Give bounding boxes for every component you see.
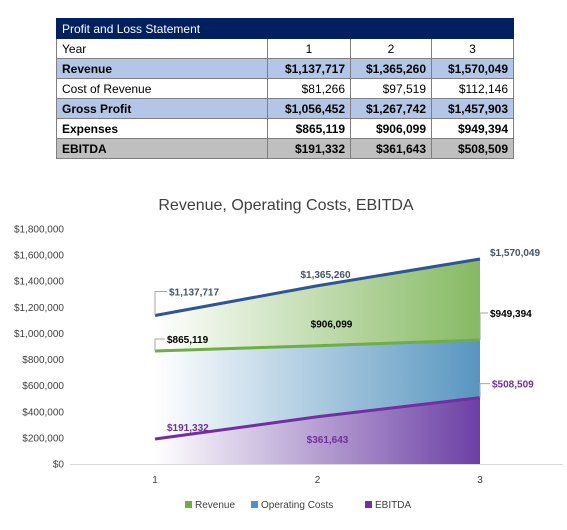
cell: $1,365,260	[350, 58, 432, 79]
area-fill-2	[155, 397, 480, 464]
cell: $1,457,903	[431, 98, 514, 119]
chart-title: Revenue, Operating Costs, EBITDA	[158, 197, 414, 214]
series-line-2	[154, 396, 481, 441]
cell: $1,267,742	[350, 98, 432, 119]
legend-label: Operating Costs	[261, 500, 333, 511]
cell: $81,266	[267, 78, 351, 99]
year-3: 3	[431, 38, 514, 59]
data-label: $1,137,717	[169, 287, 219, 298]
table-header-row: Year 1 2 3	[56, 38, 514, 59]
row-label: Revenue	[56, 58, 268, 79]
y-tick-label: $800,000	[22, 355, 64, 366]
label-leader	[154, 290, 167, 316]
x-axis: 1 2 3	[70, 464, 563, 486]
cell: $361,643	[350, 138, 432, 159]
data-label: $949,394	[490, 309, 532, 320]
table-title: Profit and Loss Statement	[56, 18, 514, 39]
x-tick-label: 1	[152, 475, 158, 486]
cell: $508,509	[431, 138, 514, 159]
cell: $1,137,717	[267, 58, 351, 79]
table-row-revenue: Revenue $1,137,717 $1,365,260 $1,570,049	[56, 58, 514, 79]
y-tick-label: $200,000	[22, 433, 64, 444]
table-row-ebitda: EBITDA $191,332 $361,643 $508,509	[56, 138, 514, 159]
legend-swatch	[251, 501, 258, 508]
legend-label: EBITDA	[375, 500, 411, 511]
y-axis: $0 $200,000 $400,000 $600,000 $800,000 $1,000…	[14, 225, 64, 471]
x-tick-label: 3	[477, 475, 483, 486]
data-label: $865,119	[167, 335, 209, 346]
table-row-expenses: Expenses $865,119 $906,099 $949,394	[56, 118, 514, 139]
y-tick-label: $1,800,000	[14, 225, 64, 236]
year-1: 1	[267, 38, 351, 59]
cell: $906,099	[350, 118, 432, 139]
cell: $112,146	[431, 78, 514, 99]
data-label: $361,643	[307, 435, 349, 446]
legend-swatch	[185, 501, 192, 508]
cell: $949,394	[431, 118, 514, 139]
legend-label: Revenue	[195, 500, 235, 511]
label-leader	[154, 338, 165, 352]
series-line-1	[154, 338, 481, 353]
cell: $1,056,452	[267, 98, 351, 119]
data-label: $1,570,049	[490, 248, 540, 259]
cell: $1,570,049	[431, 58, 514, 79]
series-line-0	[154, 257, 481, 317]
cell: $191,332	[267, 138, 351, 159]
y-tick-label: $0	[53, 460, 65, 471]
legend: Revenue Operating Costs EBITDA	[185, 500, 411, 511]
y-tick-label: $1,400,000	[14, 277, 64, 288]
row-label: Cost of Revenue	[56, 78, 268, 99]
pl-table: Profit and Loss Statement Year 1 2 3 Rev…	[56, 18, 514, 159]
row-label: EBITDA	[56, 138, 268, 159]
data-label: $191,332	[167, 423, 209, 434]
row-label: Expenses	[56, 118, 268, 139]
table-row-cost-of-revenue: Cost of Revenue $81,266 $97,519 $112,146	[56, 78, 514, 99]
cell: $97,519	[350, 78, 432, 99]
row-label: Gross Profit	[56, 98, 268, 119]
data-labels: $1,137,717 $1,365,260 $1,570,049 $865,119 $9…	[154, 248, 540, 446]
y-tick-label: $1,200,000	[14, 303, 64, 314]
y-tick-label: $600,000	[22, 381, 64, 392]
x-tick-label: 2	[315, 475, 321, 486]
area-chart: Revenue, Operating Costs, EBITDA $0 $200,…	[14, 197, 563, 511]
table-row-gross-profit: Gross Profit $1,056,452 $1,267,742 $1,45…	[56, 98, 514, 119]
y-tick-label: $1,600,000	[14, 251, 64, 262]
data-label: $906,099	[311, 320, 353, 331]
label-leader	[479, 312, 488, 341]
y-tick-label: $400,000	[22, 407, 64, 418]
label-leader	[479, 383, 490, 398]
plot-area	[154, 257, 481, 464]
data-label: $508,509	[492, 380, 534, 391]
y-tick-label: $1,000,000	[14, 329, 64, 340]
data-label: $1,365,260	[300, 270, 350, 281]
year-2: 2	[350, 38, 432, 59]
cell: $865,119	[267, 118, 351, 139]
year-label: Year	[56, 38, 268, 59]
legend-swatch	[365, 501, 372, 508]
